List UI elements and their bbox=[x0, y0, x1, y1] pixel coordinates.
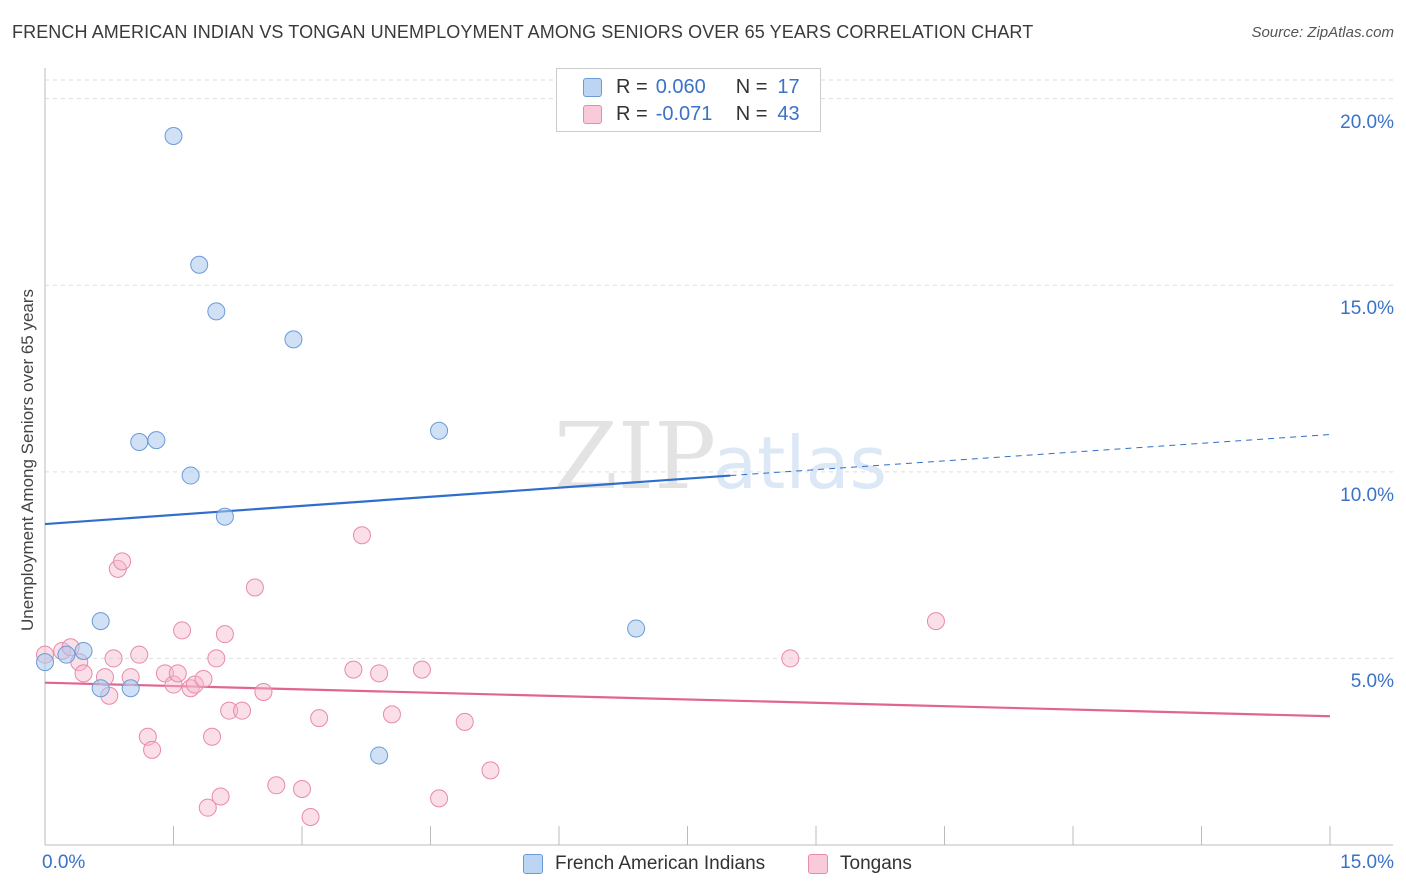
point-french-american-indians bbox=[284, 330, 303, 349]
point-tongans bbox=[412, 660, 431, 679]
point-tongans bbox=[113, 552, 132, 571]
point-tongans bbox=[211, 787, 230, 806]
point-french-american-indians bbox=[190, 255, 209, 274]
point-french-american-indians bbox=[627, 619, 646, 638]
trend-line-tongans bbox=[44, 681, 1331, 718]
correlation-legend: R = 0.060 N = 17 R = -0.071 N = 43 bbox=[556, 68, 821, 132]
legend-row-tongans: R = -0.071 N = 43 bbox=[583, 102, 800, 126]
point-tongans bbox=[245, 578, 264, 597]
point-tongans bbox=[352, 526, 371, 545]
point-tongans bbox=[430, 789, 449, 808]
point-tongans bbox=[185, 675, 204, 694]
point-french-american-indians bbox=[130, 432, 149, 451]
point-tongans bbox=[74, 664, 93, 683]
gridlines bbox=[45, 79, 1393, 659]
point-french-american-indians bbox=[430, 421, 449, 440]
point-tongans bbox=[370, 664, 389, 683]
bottom-legend-label: Tongans bbox=[840, 853, 912, 874]
legend-row-french-american-indians: R = 0.060 N = 17 bbox=[583, 75, 800, 99]
legend-r-label: R = bbox=[616, 75, 648, 98]
point-french-american-indians bbox=[370, 746, 389, 765]
point-tongans bbox=[168, 664, 187, 683]
point-tongans bbox=[254, 683, 273, 701]
trend-line-french-american-indians-projection bbox=[730, 434, 1331, 477]
watermark-zip: ZIP bbox=[554, 403, 716, 510]
source-label: Source: ZipAtlas.com bbox=[1251, 24, 1394, 41]
point-french-american-indians bbox=[215, 507, 234, 526]
point-french-american-indians bbox=[164, 126, 183, 145]
point-french-american-indians bbox=[74, 641, 93, 660]
point-tongans bbox=[267, 776, 286, 795]
legend-r-value: -0.071 bbox=[655, 102, 713, 125]
point-tongans bbox=[926, 612, 945, 631]
legend-swatch-pink bbox=[583, 104, 602, 124]
bottom-legend-swatch-blue bbox=[523, 854, 543, 874]
y-tick-label: 5.0% bbox=[1350, 671, 1394, 693]
point-french-american-indians bbox=[121, 679, 140, 698]
legend-r-value: 0.060 bbox=[655, 75, 706, 98]
watermark: ZIP atlas bbox=[554, 403, 887, 510]
point-french-american-indians bbox=[91, 612, 110, 631]
point-tongans bbox=[104, 649, 123, 668]
point-tongans bbox=[481, 761, 500, 780]
legend-n-value: 17 bbox=[777, 75, 800, 98]
bottom-legend-swatch-pink bbox=[808, 854, 828, 874]
y-tick-label: 10.0% bbox=[1340, 484, 1394, 506]
point-tongans bbox=[207, 649, 226, 668]
point-tongans bbox=[301, 808, 320, 827]
legend-n-label: N = bbox=[735, 102, 768, 125]
legend-n-value: 43 bbox=[777, 102, 800, 125]
point-french-american-indians bbox=[147, 431, 166, 450]
bottom-legend-tongans: Tongans bbox=[808, 852, 912, 876]
bottom-legend-french-american-indians: French American Indians bbox=[523, 852, 765, 876]
point-french-american-indians bbox=[181, 466, 200, 485]
point-tongans bbox=[455, 712, 474, 731]
point-tongans bbox=[382, 705, 401, 724]
legend-swatch-blue bbox=[583, 77, 602, 97]
data-points bbox=[36, 126, 945, 827]
y-tick-label: 15.0% bbox=[1340, 298, 1394, 320]
point-tongans bbox=[220, 701, 239, 720]
bottom-legend-label: French American Indians bbox=[555, 853, 766, 874]
point-tongans bbox=[164, 675, 183, 694]
point-tongans bbox=[310, 709, 329, 728]
watermark-atlas: atlas bbox=[713, 421, 887, 505]
x-tick-label-max: 15.0% bbox=[1340, 852, 1394, 873]
x-tick-label-min: 0.0% bbox=[42, 852, 86, 873]
point-tongans bbox=[781, 649, 800, 668]
point-tongans bbox=[233, 701, 252, 720]
point-tongans bbox=[194, 669, 213, 688]
trend-lines bbox=[44, 434, 1331, 718]
point-french-american-indians bbox=[91, 679, 110, 698]
point-tongans bbox=[198, 798, 217, 817]
point-tongans bbox=[293, 780, 311, 799]
point-tongans bbox=[143, 740, 162, 759]
legend-r-label: R = bbox=[616, 102, 648, 125]
legend-n-label: N = bbox=[735, 75, 768, 98]
y-tick-label: 20.0% bbox=[1340, 111, 1394, 133]
point-tongans bbox=[130, 645, 149, 664]
point-tongans bbox=[215, 625, 234, 644]
point-french-american-indians bbox=[207, 302, 226, 321]
axes bbox=[44, 68, 1393, 846]
point-french-american-indians bbox=[57, 645, 76, 664]
chart-title: FRENCH AMERICAN INDIAN VS TONGAN UNEMPLO… bbox=[12, 22, 1034, 42]
point-tongans bbox=[203, 727, 222, 746]
point-french-american-indians bbox=[36, 653, 54, 672]
point-tongans bbox=[173, 621, 192, 640]
point-tongans bbox=[344, 660, 363, 679]
trend-line-french-american-indians bbox=[44, 474, 731, 526]
